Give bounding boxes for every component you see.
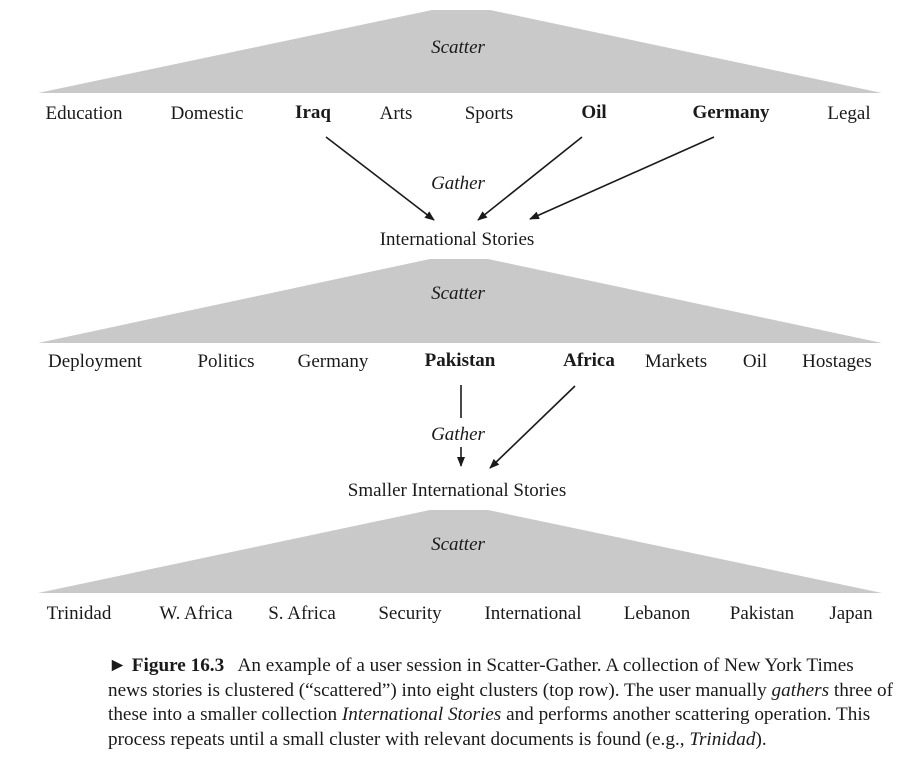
gather-arrow xyxy=(529,136,715,220)
cluster-label: Pakistan xyxy=(730,603,795,624)
cluster-label: Japan xyxy=(829,603,873,624)
cluster-label: Lebanon xyxy=(624,603,691,624)
gather-arrow xyxy=(489,385,576,469)
caption-text: and performs another scattering operatio… xyxy=(108,704,871,750)
gather-arrow xyxy=(477,136,583,221)
cluster-label: Hostages xyxy=(802,351,872,372)
caption-marker: ► xyxy=(108,655,127,676)
cluster-label: Trinidad xyxy=(47,603,112,624)
gathered-collection-label: International Stories xyxy=(380,229,535,250)
cluster-label: International xyxy=(484,603,581,624)
cluster-label-selected: Oil xyxy=(581,102,606,123)
cluster-label: W. Africa xyxy=(159,603,233,624)
caption-text: three of these into a smaller collection xyxy=(108,679,894,726)
scatter-label-level-1: Scatter xyxy=(431,37,485,58)
cluster-label: Legal xyxy=(827,103,870,124)
gather-arrow xyxy=(325,136,435,221)
cluster-label-selected: Pakistan xyxy=(425,350,496,371)
gather-label-level-2: Gather xyxy=(431,424,485,445)
caption-emphasis: International Stories xyxy=(341,704,502,725)
cluster-label-selected: Germany xyxy=(692,102,770,123)
cluster-label: Germany xyxy=(298,351,369,372)
cluster-label-selected: Iraq xyxy=(295,102,331,123)
cluster-label: S. Africa xyxy=(268,603,336,624)
cluster-label: Domestic xyxy=(171,103,244,124)
cluster-label: Markets xyxy=(645,351,707,372)
caption-text: ). xyxy=(755,728,767,750)
figure-caption: ► Figure 16.3 An example of a user sessi… xyxy=(108,654,894,752)
cluster-label: Education xyxy=(45,103,123,124)
cluster-label: Security xyxy=(378,603,442,624)
cluster-label: Oil xyxy=(743,351,767,372)
caption-emphasis: Trinidad xyxy=(689,728,756,750)
cluster-label-selected: Africa xyxy=(563,350,615,371)
caption-emphasis: gathers xyxy=(771,679,830,701)
scatter-fan-level-1 xyxy=(38,10,882,93)
cluster-label: Deployment xyxy=(48,351,143,372)
scatter-label-level-2: Scatter xyxy=(431,283,485,304)
scatter-fan-level-2 xyxy=(38,259,882,343)
gathered-collection-label: Smaller International Stories xyxy=(348,480,566,501)
scatter-gather-diagram: Scatter Education Domestic Iraq Arts Spo… xyxy=(38,10,882,624)
cluster-label: Sports xyxy=(465,103,514,124)
cluster-label: Arts xyxy=(380,103,413,124)
scatter-fan-level-3 xyxy=(38,510,882,593)
caption-text: An example of a user session in Scatter-… xyxy=(108,655,854,701)
figure-number: Figure 16.3 xyxy=(131,655,225,676)
gather-label-level-1: Gather xyxy=(431,173,485,194)
scatter-label-level-3: Scatter xyxy=(431,534,485,555)
cluster-label: Politics xyxy=(197,351,254,372)
